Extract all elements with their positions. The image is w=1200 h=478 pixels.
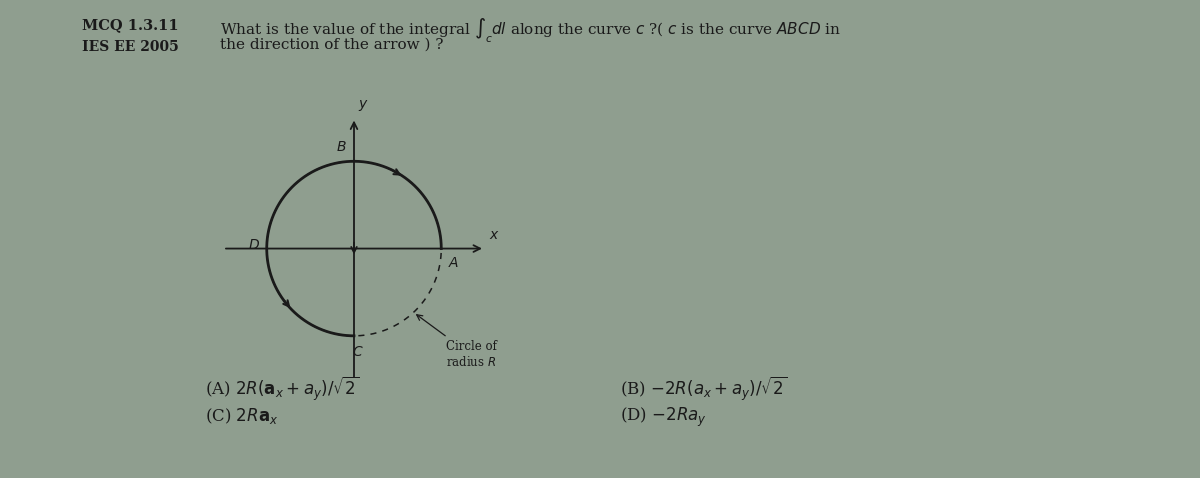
Text: IES EE 2005: IES EE 2005 bbox=[82, 40, 179, 54]
Text: Circle of
radius $R$: Circle of radius $R$ bbox=[416, 315, 497, 369]
Text: $D$: $D$ bbox=[247, 238, 259, 252]
Text: (B) $-2R(a_x + a_y)/\sqrt{2}$: (B) $-2R(a_x + a_y)/\sqrt{2}$ bbox=[620, 375, 787, 403]
Text: the direction of the arrow ) ?: the direction of the arrow ) ? bbox=[220, 38, 444, 52]
Text: $C$: $C$ bbox=[352, 345, 364, 358]
Text: $A$: $A$ bbox=[449, 256, 460, 270]
Text: $B$: $B$ bbox=[336, 141, 347, 154]
Text: (A) $2R(\mathbf{a}_x + a_y)/\sqrt{2}$: (A) $2R(\mathbf{a}_x + a_y)/\sqrt{2}$ bbox=[205, 375, 359, 403]
Text: $x$: $x$ bbox=[490, 228, 500, 242]
Text: (C) $2R\mathbf{a}_x$: (C) $2R\mathbf{a}_x$ bbox=[205, 406, 278, 426]
Text: What is the value of the integral $\int_c dl$ along the curve $c$ ?( $c$ is the : What is the value of the integral $\int_… bbox=[220, 16, 841, 44]
Text: MCQ 1.3.11: MCQ 1.3.11 bbox=[82, 18, 179, 32]
Text: (D) $-2Ra_y$: (D) $-2Ra_y$ bbox=[620, 406, 707, 429]
Text: $y$: $y$ bbox=[359, 98, 370, 113]
